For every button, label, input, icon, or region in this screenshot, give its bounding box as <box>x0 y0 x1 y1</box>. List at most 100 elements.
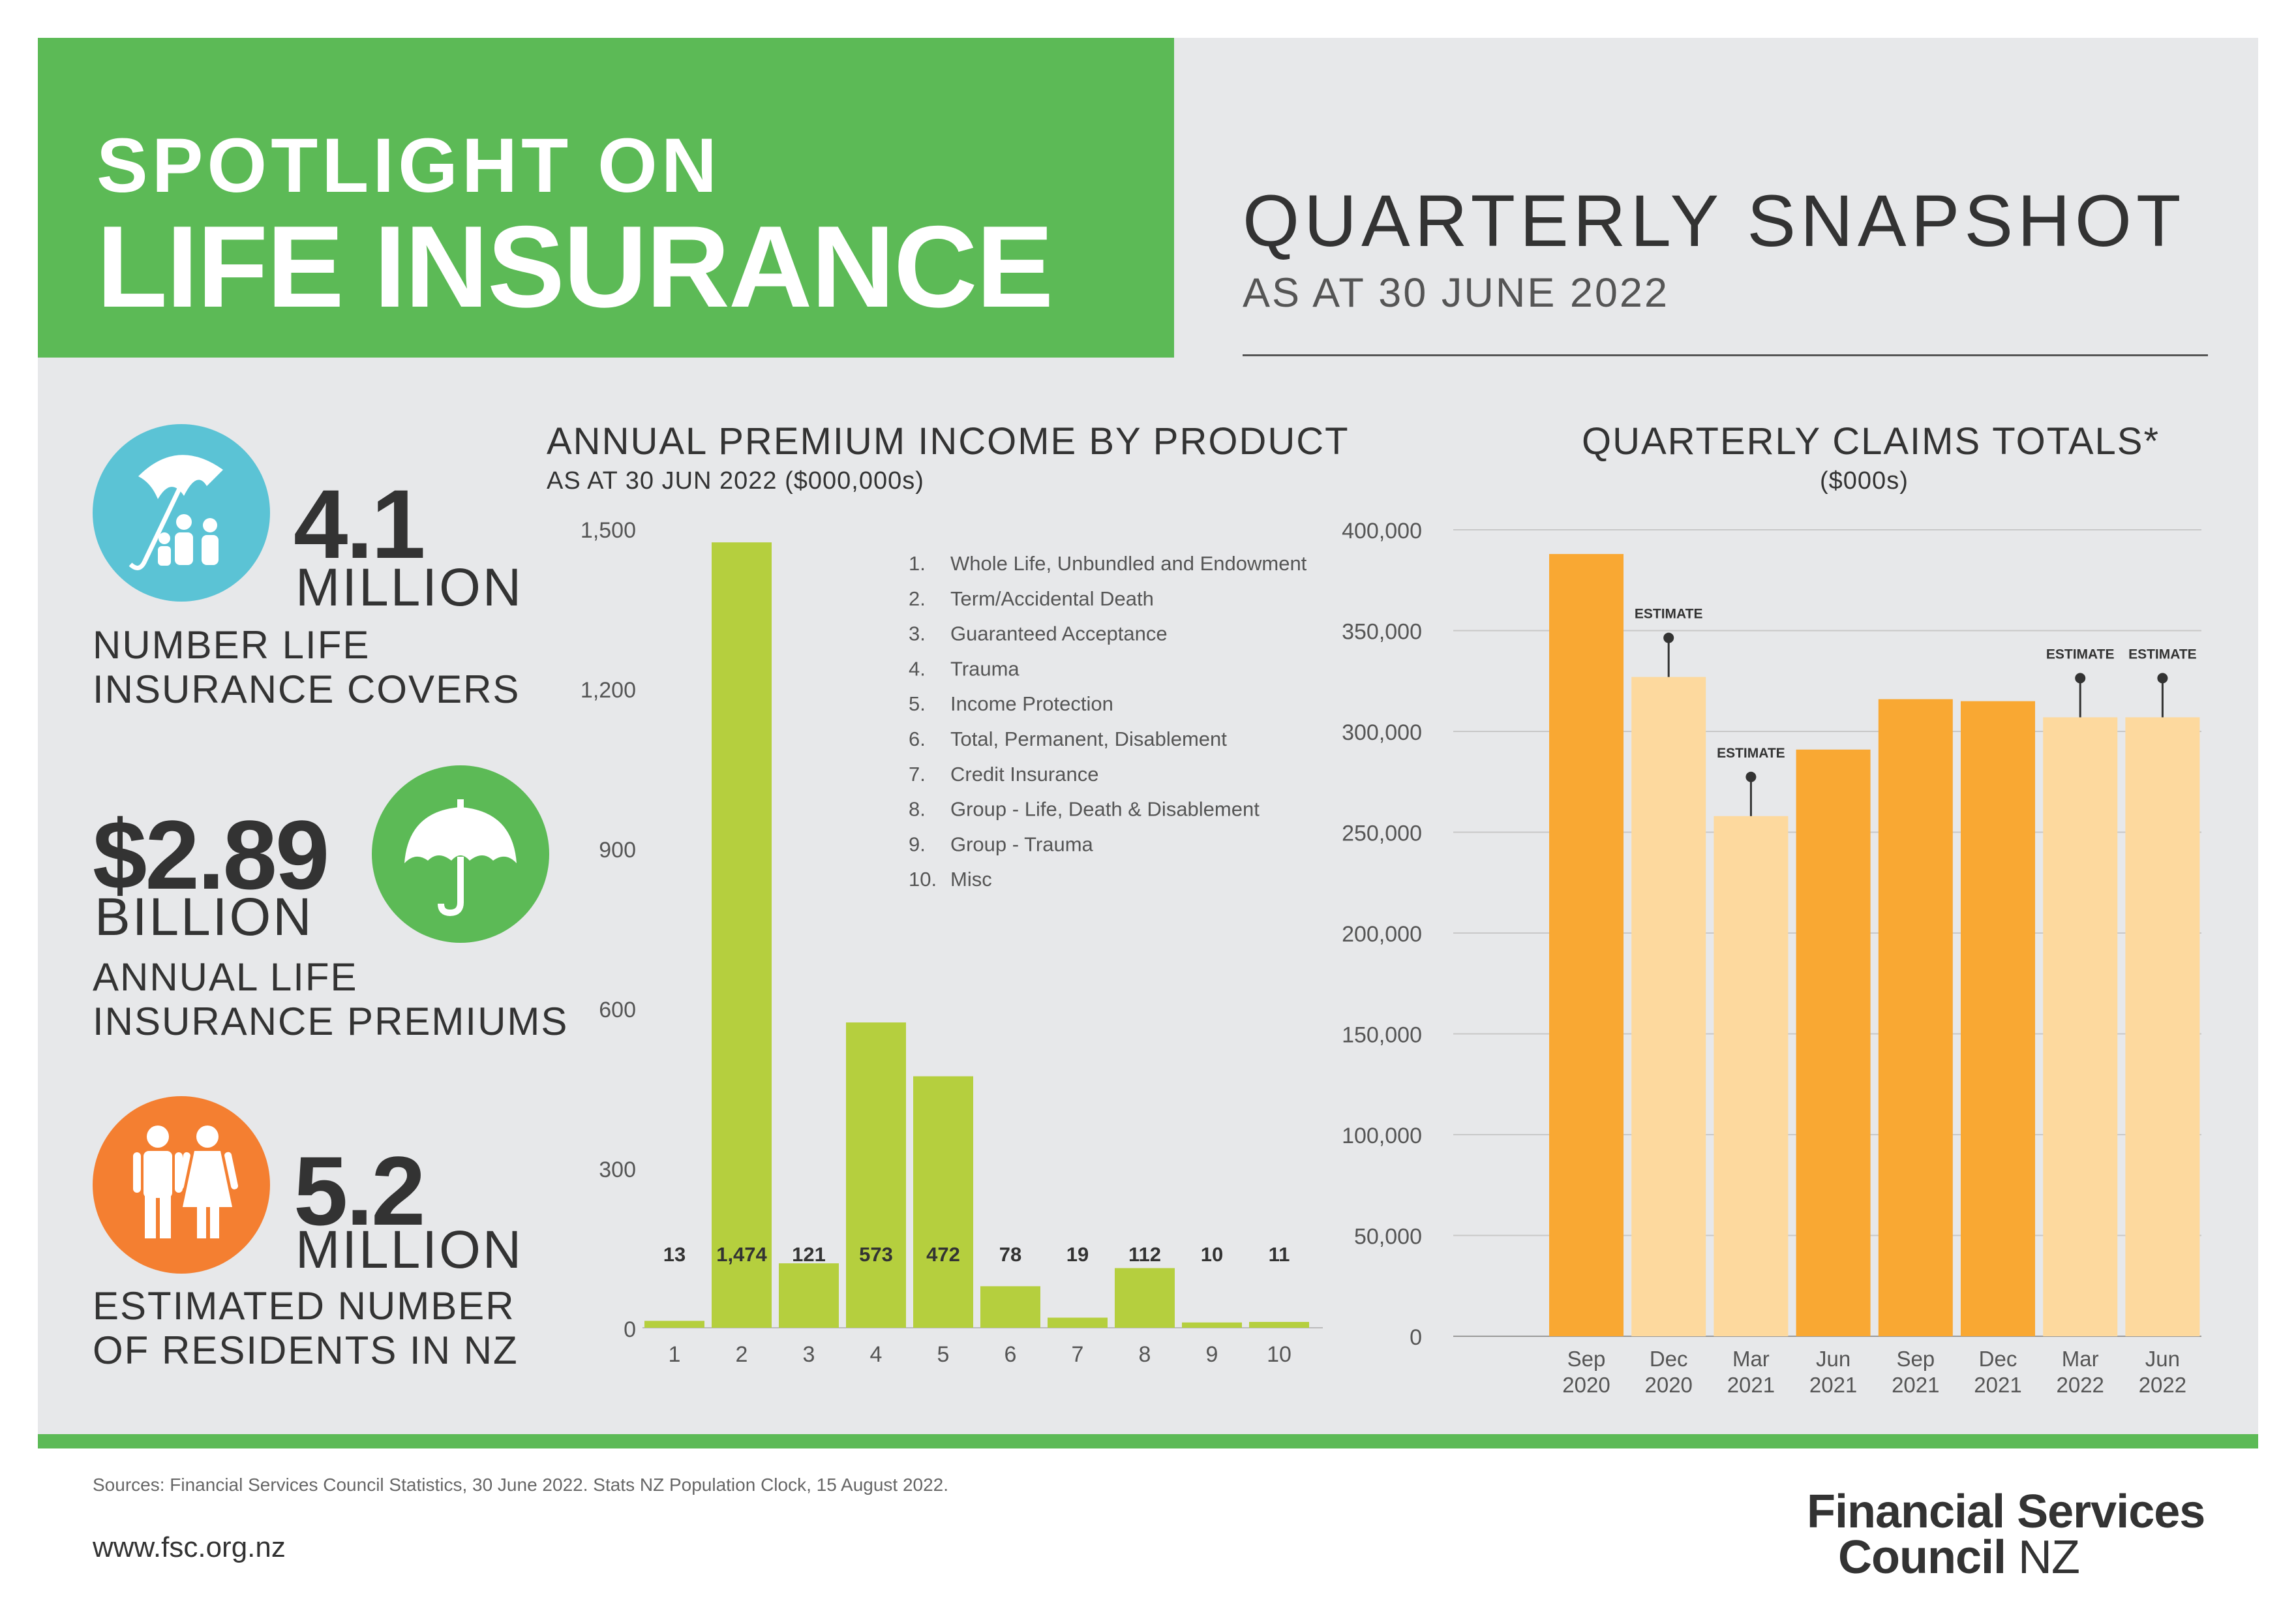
premium-ytick-label: 900 <box>599 838 636 863</box>
stat-premiums-desc-line1: ANNUAL LIFE <box>93 955 358 999</box>
premium-ytick-label: 300 <box>599 1157 636 1182</box>
estimate-label: ESTIMATE <box>2128 647 2197 662</box>
stat-residents-circle <box>93 1096 270 1274</box>
premium-value-label: 78 <box>999 1243 1021 1266</box>
premium-value-label: 121 <box>792 1243 826 1266</box>
umbrella-icon <box>404 799 517 917</box>
claims-chart: 0 50,000 100,000 150,000 200,000 250,000 300,0… <box>1342 519 2201 1397</box>
premium-bar <box>712 542 772 1328</box>
claims-xtick-year: 2021 <box>1809 1373 1857 1397</box>
claims-xtick-year: 2021 <box>1974 1373 2021 1397</box>
claims-bar <box>1796 749 1871 1336</box>
stat-premiums-unit: BILLION <box>95 887 314 947</box>
claims-xtick-month: Sep <box>1567 1347 1606 1371</box>
stat-covers-value: 4.1 <box>294 469 426 579</box>
premium-value-label: 19 <box>1066 1243 1089 1266</box>
claims-xtick-month: Sep <box>1896 1347 1935 1371</box>
premium-bar <box>1249 1322 1309 1328</box>
premium-legend-label: Income Protection <box>950 692 1113 715</box>
premium-xtick-label: 8 <box>1139 1342 1151 1367</box>
claims-bar <box>1878 699 1953 1336</box>
premium-legend-number: 1. <box>909 552 926 575</box>
stat-residents-desc-line1: ESTIMATED NUMBER <box>93 1284 515 1328</box>
people-icon <box>133 1126 238 1238</box>
premium-chart-title: ANNUAL PREMIUM INCOME BY PRODUCT <box>547 420 1350 463</box>
claims-ytick-label: 350,000 <box>1342 620 1422 645</box>
premium-value-label: 10 <box>1201 1243 1223 1266</box>
claims-xtick-month: Dec <box>1979 1347 2017 1371</box>
stat-residents-desc-line2: OF RESIDENTS IN NZ <box>93 1328 519 1372</box>
claims-xtick-year: 2022 <box>2056 1373 2104 1397</box>
premium-xtick-label: 2 <box>736 1342 748 1367</box>
premium-xtick-label: 9 <box>1206 1342 1218 1367</box>
estimate-marker-dot <box>1663 632 1674 643</box>
premium-bar <box>980 1286 1040 1328</box>
premium-legend-number: 2. <box>909 587 926 610</box>
stat-residents-desc: ESTIMATED NUMBER OF RESIDENTS IN NZ <box>93 1284 614 1373</box>
stat-premiums-circle <box>372 765 549 943</box>
estimate-label: ESTIMATE <box>1635 607 1703 622</box>
premium-legend-number: 10. <box>909 868 937 891</box>
premium-legend-label: Misc <box>950 868 992 891</box>
claims-ytick-label: 250,000 <box>1342 821 1422 846</box>
claims-ytick-label: 50,000 <box>1354 1225 1422 1249</box>
premium-ytick-label: 0 <box>624 1317 636 1342</box>
stat-premiums-value: $2.89 <box>93 800 329 910</box>
premium-xtick-label: 10 <box>1267 1342 1292 1367</box>
premium-xtick-label: 3 <box>803 1342 815 1367</box>
claims-xtick-year: 2020 <box>1562 1373 1610 1397</box>
estimate-label: ESTIMATE <box>2046 647 2115 662</box>
snapshot-divider <box>1243 354 2208 356</box>
claims-bar <box>1549 554 1624 1336</box>
stat-covers-desc: NUMBER LIFE INSURANCE COVERS <box>93 623 614 712</box>
estimate-marker-dot <box>1745 771 1757 782</box>
claims-xtick-month: Mar <box>1732 1347 1770 1371</box>
claims-chart-subtitle: ($000s) <box>1820 467 1909 495</box>
claims-xtick-year: 2020 <box>1644 1373 1692 1397</box>
claims-xtick-month: Jun <box>2145 1347 2180 1371</box>
premium-legend-label: Trauma <box>950 657 1020 680</box>
claims-xtick-year: 2021 <box>1892 1373 1939 1397</box>
premium-chart: 0 300 600 900 1,200 1,500 13 1 1,474 2 121 3 573 4 472… <box>581 518 1323 1367</box>
premium-value-label: 1,474 <box>716 1243 767 1266</box>
fsc-logo: Financial Services Council NZ <box>1807 1486 2205 1581</box>
claims-xtick-month: Mar <box>2062 1347 2099 1371</box>
premium-xtick-label: 4 <box>870 1342 883 1367</box>
claims-xtick-month: Jun <box>1816 1347 1850 1371</box>
claims-xtick-month: Dec <box>1650 1347 1688 1371</box>
premium-value-label: 573 <box>859 1243 893 1266</box>
website-link[interactable]: www.fsc.org.nz <box>93 1531 286 1563</box>
premium-bar <box>1115 1268 1175 1328</box>
stat-covers-desc-line2: INSURANCE COVERS <box>93 667 521 711</box>
logo-line1: Financial Services <box>1807 1486 2205 1538</box>
claims-bar <box>2125 717 2200 1336</box>
umbrella-family-icon <box>128 455 223 570</box>
stat-covers-desc-line1: NUMBER LIFE <box>93 623 370 667</box>
claims-bar <box>1631 677 1706 1336</box>
hero-banner <box>38 38 1174 358</box>
premium-value-label: 112 <box>1128 1243 1161 1266</box>
premium-legend-label: Group - Life, Death & Disablement <box>950 798 1260 821</box>
premium-bar <box>1182 1322 1242 1328</box>
claims-bar <box>2043 717 2118 1336</box>
premium-bar <box>846 1022 906 1328</box>
sources-text: Sources: Financial Services Council Stat… <box>93 1475 949 1495</box>
premium-legend-label: Term/Accidental Death <box>950 587 1154 610</box>
claims-xtick-year: 2022 <box>2139 1373 2186 1397</box>
premium-xtick-label: 6 <box>1004 1342 1017 1367</box>
stat-residents-value: 5.2 <box>294 1136 426 1246</box>
stat-premiums-desc: ANNUAL LIFE INSURANCE PREMIUMS <box>93 955 614 1044</box>
premium-value-label: 11 <box>1269 1243 1290 1266</box>
stat-covers-unit: MILLION <box>295 558 524 617</box>
hero-title-big: LIFE INSURANCE <box>97 202 1053 331</box>
premium-legend-label: Whole Life, Unbundled and Endowment <box>950 552 1307 575</box>
premium-legend-number: 8. <box>909 798 926 821</box>
premium-bar <box>644 1321 704 1328</box>
claims-xtick-year: 2021 <box>1727 1373 1775 1397</box>
claims-ytick-label: 400,000 <box>1342 519 1422 544</box>
claims-ytick-label: 150,000 <box>1342 1023 1422 1048</box>
logo-nz: NZ <box>2018 1531 2080 1584</box>
stat-residents-unit: MILLION <box>295 1220 524 1279</box>
claims-bar <box>1961 701 2035 1336</box>
premium-bar <box>913 1076 973 1328</box>
